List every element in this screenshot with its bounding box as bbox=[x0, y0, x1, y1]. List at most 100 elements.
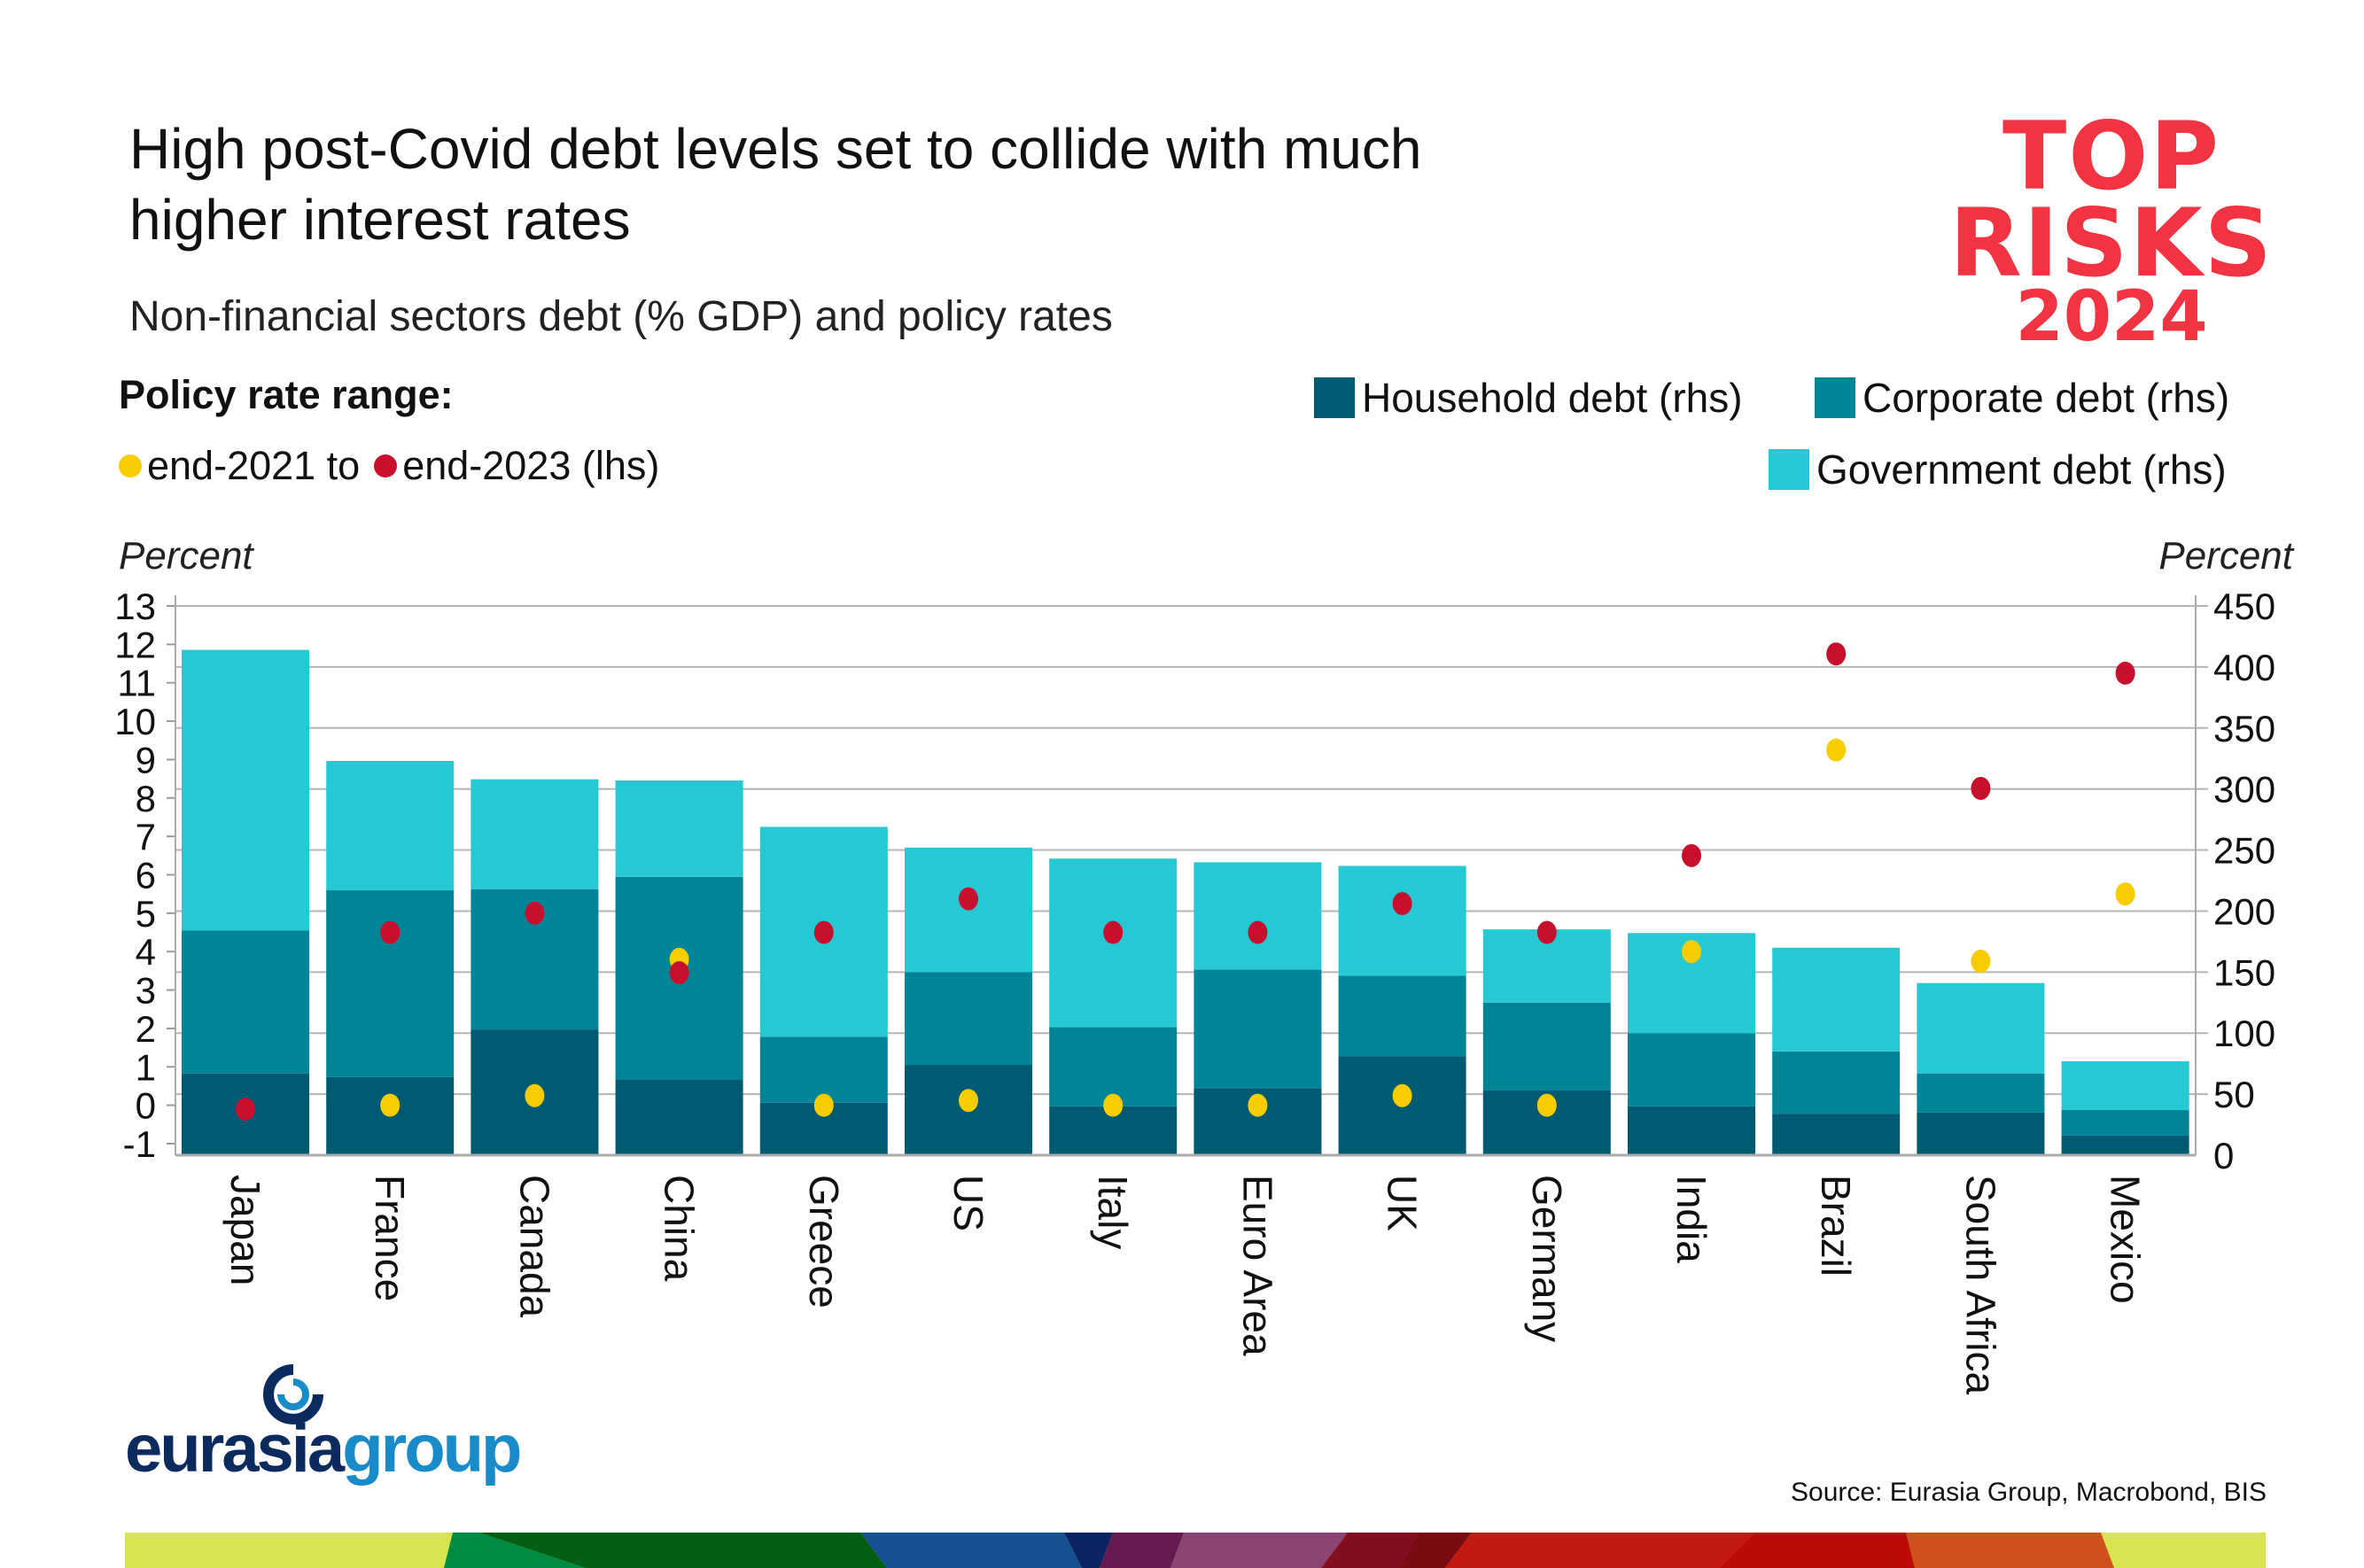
right-tick-label: 50 bbox=[2213, 1074, 2255, 1115]
policy-legend-title: Policy rate range: bbox=[119, 372, 454, 417]
rate-point-end-2021 bbox=[1392, 1083, 1412, 1107]
rate-point-end-2023 bbox=[959, 887, 978, 911]
bar-corporate bbox=[1628, 1033, 1755, 1106]
rate-point-end-2023 bbox=[1248, 920, 1268, 944]
household-swatch bbox=[1314, 377, 1355, 418]
category-label: Euro Area bbox=[1234, 1175, 1280, 1356]
bar-corporate bbox=[1917, 1073, 2045, 1113]
bar-corporate bbox=[1482, 1002, 1611, 1091]
rate-point-end-2021 bbox=[1103, 1093, 1124, 1117]
bar-government bbox=[182, 649, 309, 931]
legend-household-label: Household debt (rhs) bbox=[1362, 375, 1743, 421]
left-axis-label: Percent bbox=[119, 534, 254, 578]
bar-corporate bbox=[182, 930, 309, 1074]
bar-government bbox=[1194, 862, 1322, 970]
category-label: Germany bbox=[1524, 1175, 1570, 1342]
bar-government bbox=[2061, 1060, 2189, 1111]
bar-government bbox=[615, 780, 743, 877]
left-tick-label: 8 bbox=[136, 778, 156, 819]
right-tick-label: 350 bbox=[2213, 708, 2275, 749]
legend-end-2023: end-2023 (lhs) bbox=[402, 443, 660, 488]
left-tick-label: 5 bbox=[136, 893, 156, 935]
right-tick-label: 100 bbox=[2213, 1013, 2275, 1054]
right-axis-label: Percent bbox=[2158, 534, 2294, 578]
right-tick-label: 450 bbox=[2213, 586, 2275, 627]
legend-government: Government debt (rhs) bbox=[1769, 446, 2227, 493]
left-tick-label: 10 bbox=[114, 701, 156, 742]
left-tick-label: 2 bbox=[136, 1008, 156, 1050]
rate-point-end-2023 bbox=[380, 920, 400, 944]
policy-legend: end-2021 to end-2023 (lhs) bbox=[119, 443, 659, 489]
legend-end-2021: end-2021 to bbox=[147, 443, 361, 488]
left-tick-label: 11 bbox=[117, 663, 156, 704]
decorative-color-stripe bbox=[125, 1533, 2266, 1568]
rate-point-end-2023 bbox=[813, 920, 834, 944]
rate-point-end-2023 bbox=[1392, 892, 1412, 916]
bar-household bbox=[615, 1079, 743, 1155]
left-tick-label: 0 bbox=[136, 1085, 156, 1127]
legend-government-label: Government debt (rhs) bbox=[1816, 446, 2227, 493]
rate-point-end-2021 bbox=[959, 1089, 978, 1113]
right-tick-label: 0 bbox=[2213, 1135, 2234, 1176]
corporate-swatch bbox=[1815, 377, 1855, 418]
legend-corporate-label: Corporate debt (rhs) bbox=[1862, 375, 2230, 421]
rate-point-end-2021 bbox=[1248, 1093, 1268, 1117]
chart-subtitle: Non-financial sectors debt (% GDP) and p… bbox=[129, 293, 1113, 340]
left-tick-label: -1 bbox=[123, 1123, 156, 1165]
source-note: Source: Eurasia Group, Macrobond, BIS bbox=[1791, 1478, 2267, 1507]
rate-point-end-2023 bbox=[236, 1097, 255, 1121]
bar-government bbox=[1772, 947, 1901, 1052]
logo-line1: TOP bbox=[2002, 102, 2221, 211]
right-tick-label: 200 bbox=[2213, 890, 2275, 932]
rate-point-end-2023 bbox=[1971, 776, 1991, 800]
bar-corporate bbox=[1772, 1051, 1901, 1114]
category-label: France bbox=[367, 1175, 413, 1301]
rate-point-end-2023 bbox=[669, 961, 689, 985]
left-tick-label: 6 bbox=[136, 855, 156, 897]
bar-government bbox=[1917, 982, 2045, 1074]
bar-corporate bbox=[326, 890, 455, 1077]
rate-point-end-2023 bbox=[2115, 661, 2135, 685]
left-tick-label: 9 bbox=[136, 739, 156, 780]
rate-point-end-2023 bbox=[525, 901, 545, 925]
category-label: Canada bbox=[511, 1175, 557, 1318]
category-label: Brazil bbox=[1813, 1175, 1859, 1277]
right-tick-label: 250 bbox=[2213, 830, 2275, 872]
category-label: Italy bbox=[1090, 1175, 1136, 1249]
right-tick-label: 150 bbox=[2213, 951, 2275, 993]
right-tick-label: 300 bbox=[2213, 769, 2275, 811]
left-tick-label: 1 bbox=[136, 1046, 156, 1088]
left-tick-label: 12 bbox=[114, 624, 156, 665]
logo-line3: 2024 bbox=[2015, 277, 2208, 358]
rate-point-end-2021 bbox=[525, 1083, 545, 1107]
left-tick-label: 3 bbox=[136, 970, 156, 1012]
bar-corporate bbox=[905, 972, 1032, 1066]
end-2023-dot-icon bbox=[374, 454, 398, 477]
legend-household: Household debt (rhs) bbox=[1314, 374, 1743, 422]
rate-point-end-2021 bbox=[1682, 940, 1701, 964]
left-tick-label: 7 bbox=[136, 816, 156, 858]
category-label: Mexico bbox=[2103, 1175, 2149, 1304]
rate-point-end-2021 bbox=[1826, 738, 1847, 762]
rate-point-end-2021 bbox=[813, 1093, 834, 1117]
bar-corporate bbox=[2061, 1110, 2189, 1136]
government-swatch bbox=[1769, 449, 1809, 490]
rate-point-end-2021 bbox=[1971, 950, 1991, 974]
legend-corporate: Corporate debt (rhs) bbox=[1815, 374, 2229, 422]
eurasia-group-emblem-icon bbox=[263, 1364, 323, 1424]
rate-point-end-2023 bbox=[1536, 920, 1557, 944]
category-label: India bbox=[1668, 1175, 1715, 1263]
bar-household bbox=[1628, 1106, 1755, 1155]
bar-household bbox=[1772, 1114, 1901, 1155]
category-label: Greece bbox=[801, 1175, 847, 1308]
category-label: Japan bbox=[222, 1175, 268, 1285]
bar-household bbox=[1917, 1112, 2045, 1155]
chart-title: High post-Covid debt levels set to colli… bbox=[129, 117, 1422, 252]
rate-point-end-2023 bbox=[1826, 642, 1847, 666]
rate-point-end-2021 bbox=[380, 1093, 400, 1117]
right-tick-label: 400 bbox=[2213, 647, 2275, 688]
bar-government bbox=[470, 779, 599, 889]
left-tick-label: 13 bbox=[114, 586, 156, 627]
rate-point-end-2023 bbox=[1682, 843, 1701, 867]
